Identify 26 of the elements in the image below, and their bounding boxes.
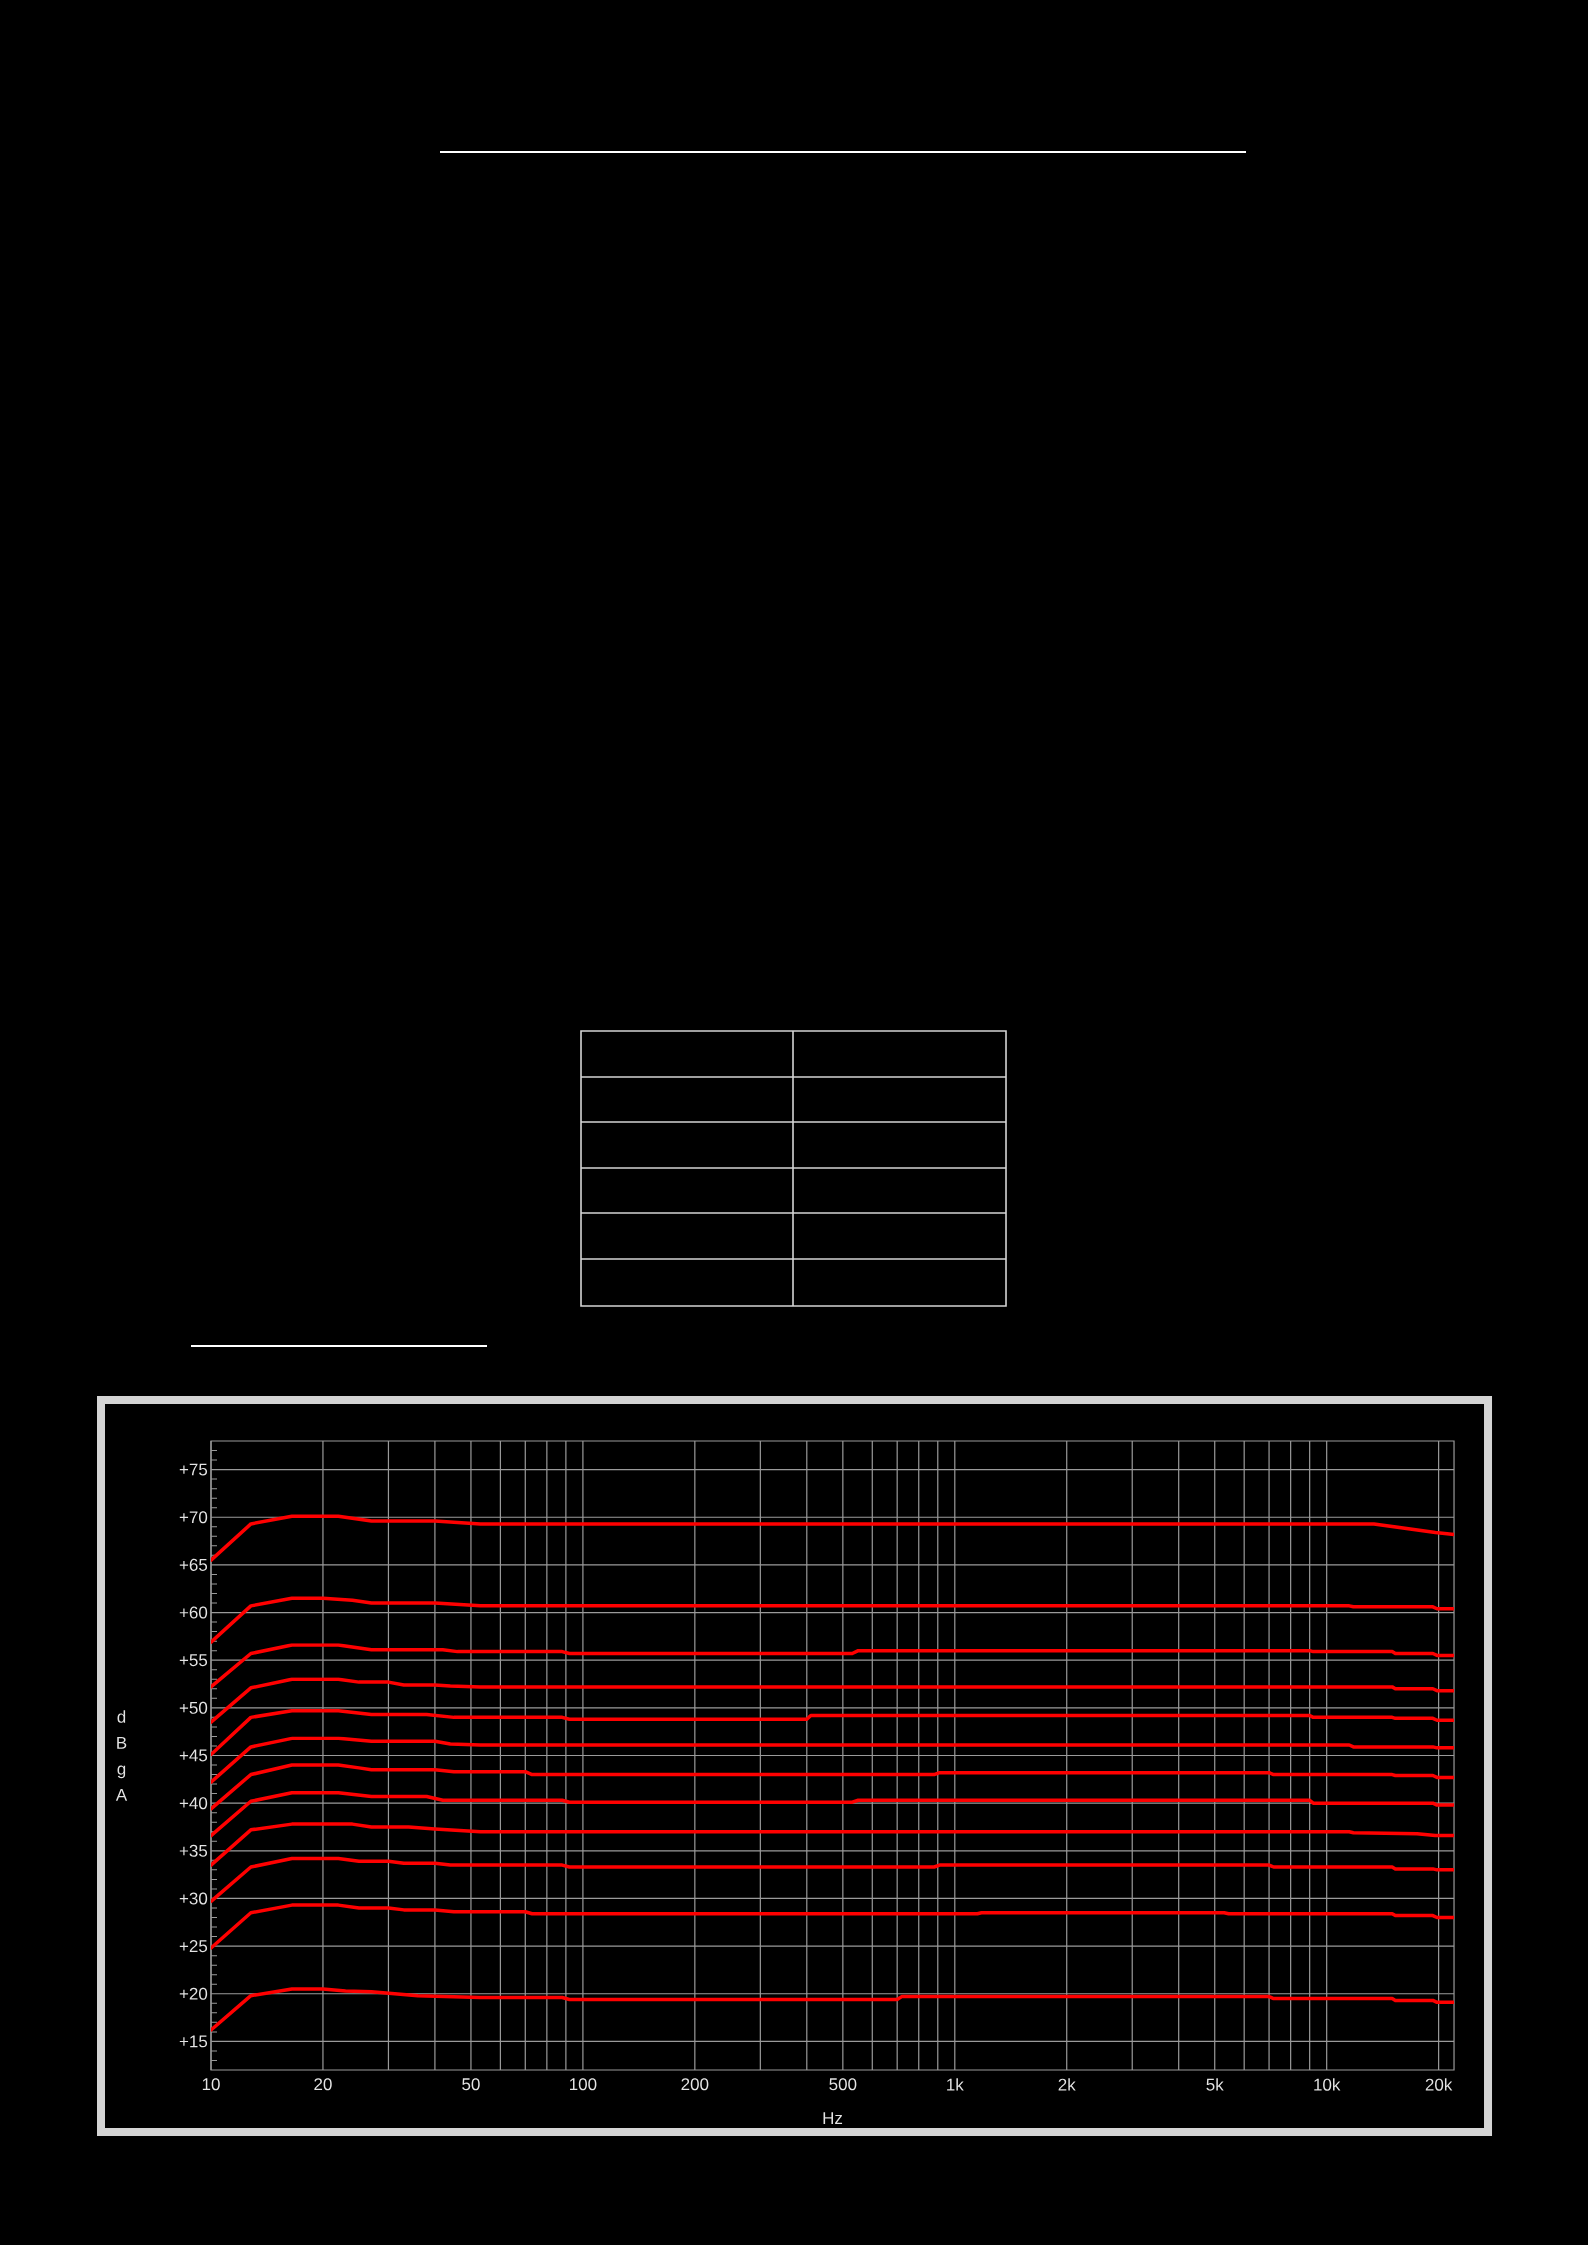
x-tick-label: 20k [1425,2078,1453,2091]
x-tick-label: 500 [829,2078,857,2091]
x-tick-label: 2k [1058,2078,1076,2091]
y-tick-label: +70 [179,1511,208,1524]
y-tick-label: +30 [179,1892,208,1905]
y-tick-label: +15 [179,2035,208,2048]
y-tick-label: +60 [179,1606,208,1619]
y-tick-label: +50 [179,1701,208,1714]
x-tick-label: 100 [570,2078,597,2091]
y-tick-label: +75 [179,1463,208,1476]
x-tick-label: 10 [202,2078,220,2091]
x-axis-title: Hz [823,2112,843,2124]
x-tick-label: 20 [314,2078,332,2091]
y-axis-title: dBg A [115,1710,128,1801]
x-tick-label: 200 [681,2078,709,2091]
x-tick-label: 5k [1206,2078,1224,2091]
x-tick-label: 10k [1314,2078,1341,2091]
y-tick-label: +65 [179,1558,208,1571]
y-tick-label: +35 [179,1844,208,1857]
y-tick-label: +55 [179,1654,208,1667]
y-tick-label: +20 [179,1987,208,2000]
y-tick-label: +25 [179,1940,208,1953]
y-tick-label: +40 [179,1797,208,1810]
y-tick-label: +45 [179,1749,208,1762]
x-tick-label: 50 [462,2078,480,2091]
x-tick-label: 1k [947,2078,964,2091]
